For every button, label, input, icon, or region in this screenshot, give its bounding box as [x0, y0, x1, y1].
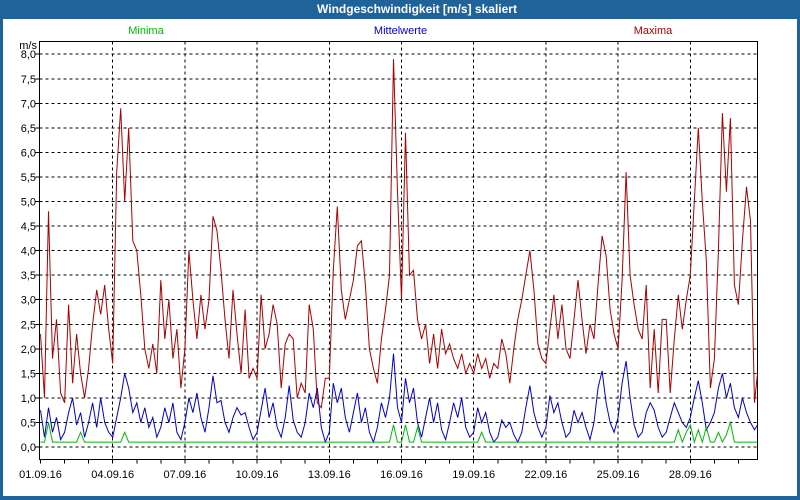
y-tick-label: 3,0: [21, 295, 36, 307]
legend-label-minima: Minima: [128, 25, 164, 37]
plot-border: [39, 41, 758, 460]
y-tick-label: 2,0: [21, 344, 36, 356]
y-axis-unit-label: m/s: [19, 40, 37, 52]
x-tick-label: 13.09.16: [308, 469, 351, 481]
x-tick-label: 19.09.16: [452, 469, 495, 481]
y-tick-label: 6,5: [21, 123, 36, 135]
y-tick-label: 8,0: [21, 49, 36, 61]
series-line-mittelwerte: [40, 353, 758, 444]
x-tick-label: 01.09.16: [19, 469, 62, 481]
y-tick-label: 2,5: [21, 319, 36, 331]
x-tick-label: 22.09.16: [524, 469, 567, 481]
x-tick-label: 10.09.16: [236, 469, 279, 481]
x-tick-label: 07.09.16: [163, 469, 206, 481]
x-tick-label: 25.09.16: [597, 469, 640, 481]
y-tick-label: 3,5: [21, 270, 36, 282]
y-tick-label: 0,5: [21, 417, 36, 429]
y-tick-label: 7,5: [21, 74, 36, 86]
page-border-left: [0, 19, 3, 500]
series-line-minima: [40, 420, 758, 444]
window-title: Windgeschwindigkeit [m/s] skaliert: [0, 0, 800, 19]
y-tick-label: 6,0: [21, 147, 36, 159]
x-tick-label: 04.09.16: [91, 469, 134, 481]
x-tick-label: 28.09.16: [669, 469, 712, 481]
y-tick-label: 4,5: [21, 221, 36, 233]
y-tick-label: 0,0: [21, 442, 36, 454]
x-tick-label: 16.09.16: [380, 469, 423, 481]
y-tick-label: 7,0: [21, 98, 36, 110]
legend-label-mittelwerte: Mittelwerte: [373, 25, 428, 37]
y-tick-label: 1,0: [21, 393, 36, 405]
legend-label-maxima: Maxima: [633, 25, 673, 37]
series-line-maxima: [40, 59, 758, 409]
y-tick-label: 1,5: [21, 368, 36, 380]
page-border-right: [797, 19, 800, 500]
page-border-bottom: [0, 496, 800, 500]
y-tick-label: 5,0: [21, 197, 36, 209]
y-tick-label: 4,0: [21, 246, 36, 258]
y-tick-label: 5,5: [21, 172, 36, 184]
